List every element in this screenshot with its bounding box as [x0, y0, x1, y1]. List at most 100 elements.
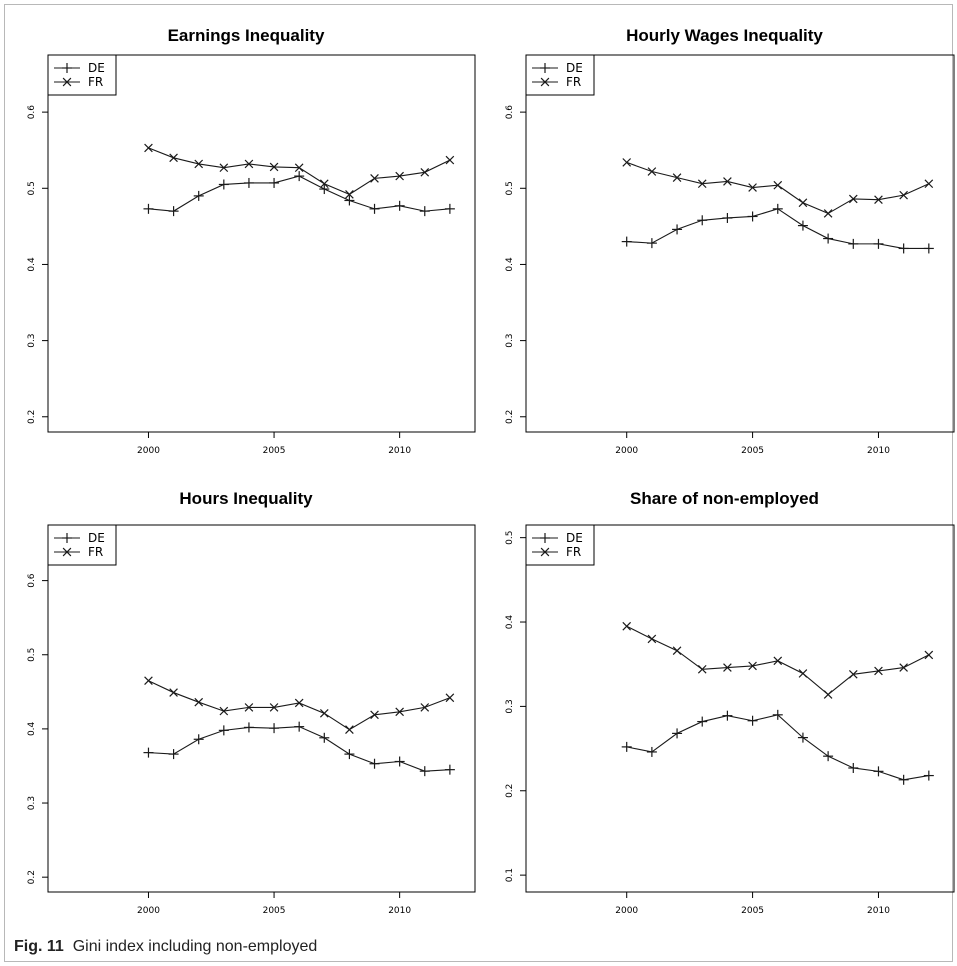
data-point-fr-2008: [345, 190, 354, 199]
y-tick-label: 0.5: [505, 530, 515, 544]
data-point-fr-2004: [244, 159, 254, 169]
data-point-fr-2002: [194, 159, 204, 169]
data-point-de-2001: [168, 749, 179, 760]
data-point-de-2012: [444, 203, 455, 214]
legend-label-de: DE: [566, 61, 583, 75]
legend-label-de: DE: [88, 531, 105, 545]
data-point-fr-2007: [319, 708, 329, 718]
plot-area: [525, 54, 955, 433]
data-point-fr-2011: [420, 167, 430, 177]
data-point-fr-2000: [144, 676, 153, 686]
data-point-de-2008: [823, 751, 834, 762]
legend-box: [47, 54, 117, 96]
legend-label-de: DE: [88, 61, 105, 75]
series-line-de: [626, 714, 929, 781]
legend-label-fr: FR: [566, 75, 581, 89]
legend-marker-de: [540, 533, 550, 543]
plot-area: [47, 524, 476, 893]
data-point-de-2008: [344, 749, 355, 760]
x-tick-label: 2000: [137, 906, 160, 916]
data-point-fr-2012: [924, 650, 934, 660]
plot-area: [47, 54, 476, 433]
y-tick-label: 0.6: [27, 105, 37, 120]
plot-area: [525, 524, 955, 893]
data-point-fr-2005: [748, 661, 757, 671]
data-point-de-2003: [218, 725, 229, 736]
data-point-fr-2006: [294, 698, 304, 708]
data-point-fr-2001: [169, 688, 178, 697]
data-point-fr-2003: [697, 664, 707, 674]
data-point-de-2004: [243, 177, 254, 188]
y-tick-label: 0.6: [505, 105, 515, 120]
data-point-de-2002: [672, 224, 683, 235]
data-point-fr-2000: [622, 158, 632, 167]
data-point-de-2007: [797, 220, 808, 231]
legend-marker-fr: [62, 77, 72, 87]
x-tick-label: 2005: [741, 446, 764, 456]
y-tick-label: 0.2: [27, 870, 37, 884]
data-point-fr-2010: [395, 171, 404, 181]
series-line-de: [626, 208, 929, 250]
data-point-fr-2003: [697, 179, 707, 189]
legend-marker-fr: [540, 547, 550, 557]
data-point-de-2010: [873, 238, 884, 249]
panel-earnings-inequality: Earnings Inequality 0.2 0.3 0.4 0.5 0.6 2000 20…: [27, 26, 476, 456]
x-tick-label: 2000: [615, 446, 638, 456]
data-point-de-2010: [394, 756, 405, 767]
data-point-fr-2005: [269, 162, 279, 172]
data-point-fr-2001: [647, 634, 657, 644]
data-point-fr-2003: [219, 706, 229, 716]
data-point-fr-2005: [748, 183, 757, 192]
data-point-fr-2003: [219, 163, 229, 173]
data-point-fr-2004: [723, 663, 732, 672]
data-point-fr-2007: [798, 669, 808, 678]
data-point-fr-2010: [874, 666, 883, 676]
data-point-fr-2008: [345, 725, 354, 734]
data-point-de-2007: [797, 732, 808, 743]
data-point-de-2006: [294, 721, 305, 732]
x-tick-label: 2010: [867, 906, 890, 916]
data-point-de-2005: [747, 715, 758, 726]
y-tick-label: 0.5: [505, 181, 515, 195]
data-point-de-2009: [369, 758, 380, 769]
figure-frame: [4, 4, 953, 962]
data-point-fr-2009: [848, 194, 858, 204]
data-point-de-2012: [923, 770, 934, 781]
data-point-de-2010: [873, 766, 884, 777]
y-tick-label: 0.2: [27, 410, 37, 424]
data-point-fr-2012: [445, 155, 455, 165]
data-point-fr-2011: [420, 703, 430, 712]
legend-box: [47, 524, 117, 566]
y-tick-label: 0.3: [27, 796, 37, 810]
y-tick-label: 0.3: [505, 699, 515, 713]
legend-marker-de: [62, 533, 72, 543]
data-point-fr-2009: [370, 710, 379, 720]
data-point-de-2002: [193, 190, 204, 201]
chart-title: Share of non-employed: [630, 489, 819, 508]
legend-marker-de: [540, 63, 550, 73]
series-line-de: [148, 726, 450, 772]
y-tick-label: 0.2: [505, 410, 515, 424]
data-point-fr-2005: [269, 703, 279, 712]
data-point-de-2005: [269, 177, 280, 188]
data-point-de-2009: [848, 762, 859, 773]
chart-title: Earnings Inequality: [168, 26, 325, 45]
y-tick-label: 0.6: [27, 573, 37, 588]
data-point-de-2007: [319, 732, 330, 743]
x-tick-label: 2005: [741, 906, 764, 916]
y-tick-label: 0.4: [27, 721, 37, 736]
y-tick-label: 0.1: [505, 868, 515, 882]
data-point-fr-2004: [723, 177, 732, 186]
data-point-de-2002: [672, 728, 683, 739]
data-point-fr-2008: [823, 690, 833, 699]
data-point-de-2010: [394, 200, 405, 211]
data-point-de-2000: [621, 741, 632, 752]
data-point-fr-2001: [169, 153, 178, 163]
data-point-de-2008: [344, 195, 355, 206]
data-point-de-2001: [168, 206, 179, 217]
data-point-de-2011: [898, 774, 909, 785]
x-tick-label: 2010: [388, 906, 411, 916]
data-point-de-2006: [772, 203, 783, 214]
